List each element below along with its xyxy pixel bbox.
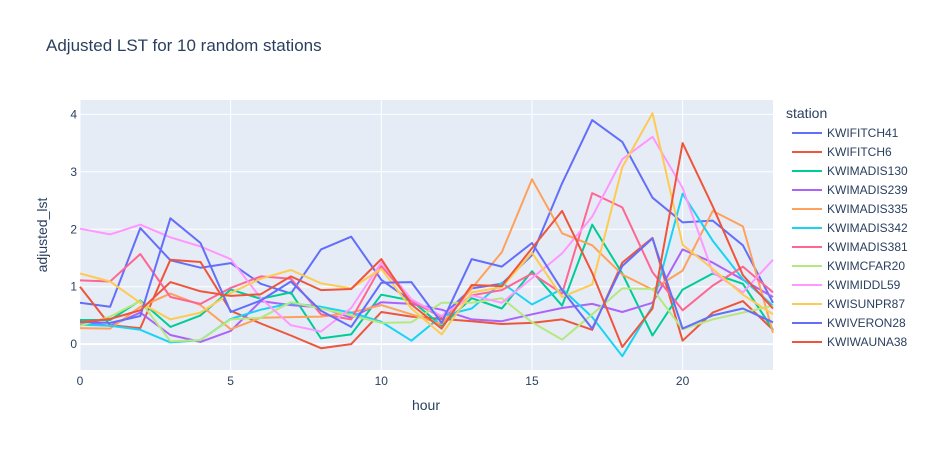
legend-item[interactable]: KWIMADIS335 — [792, 202, 908, 216]
series-line — [79, 217, 774, 330]
legend-item[interactable]: KWIMADIS381 — [792, 240, 908, 254]
legend-label: KWIFITCH41 — [827, 126, 899, 140]
legend-label: KWIWAUNA38 — [827, 335, 908, 349]
series-line — [79, 112, 774, 336]
x-axis-title: hour — [412, 397, 440, 413]
legend-label: KWIMADIS381 — [827, 240, 908, 254]
legend: station KWIFITCH41 KWIFITCH6 KWIMADIS130 KW… — [786, 105, 908, 349]
y-tick-label: 3 — [70, 165, 77, 179]
legend-item[interactable]: KWIMADIS342 — [792, 221, 908, 235]
x-tick-label: 15 — [525, 374, 539, 388]
legend-label: KWISUNPR87 — [827, 297, 905, 311]
x-tick-label: 20 — [676, 374, 690, 388]
y-tick-label: 2 — [70, 222, 77, 236]
legend-label: KWIMADIS239 — [827, 183, 908, 197]
y-tick-label: 4 — [70, 107, 77, 121]
x-axis-ticks: 0 5 10 15 20 — [77, 374, 690, 388]
legend-item[interactable]: KWISUNPR87 — [792, 297, 905, 311]
x-tick-label: 0 — [77, 374, 84, 388]
chart-title: Adjusted LST for 10 random stations — [46, 36, 322, 55]
legend-label: KWIVERON28 — [827, 316, 906, 330]
legend-item[interactable]: KWIMADIS130 — [792, 164, 908, 178]
y-tick-label: 1 — [70, 280, 77, 294]
legend-item[interactable]: KWIMADIS239 — [792, 183, 908, 197]
legend-label: KWIMCFAR20 — [827, 259, 905, 273]
legend-label: KWIMADIS335 — [827, 202, 908, 216]
legend-label: KWIFITCH6 — [827, 145, 892, 159]
legend-item[interactable]: KWIMCFAR20 — [792, 259, 905, 273]
legend-item[interactable]: KWIMIDDL59 — [792, 278, 901, 292]
legend-item[interactable]: KWIFITCH6 — [792, 145, 892, 159]
legend-item[interactable]: KWIWAUNA38 — [792, 335, 908, 349]
legend-label: KWIMIDDL59 — [827, 278, 901, 292]
legend-title: station — [786, 105, 827, 121]
series-line — [79, 135, 774, 333]
legend-item[interactable]: KWIFITCH41 — [792, 126, 899, 140]
y-axis-title: adjusted_lst — [34, 198, 50, 273]
y-tick-label: 0 — [70, 337, 77, 351]
legend-label: KWIMADIS342 — [827, 221, 908, 235]
series-lines — [79, 112, 774, 358]
series-line — [79, 142, 774, 348]
legend-item[interactable]: KWIVERON28 — [792, 316, 906, 330]
x-tick-label: 10 — [375, 374, 389, 388]
y-axis-ticks: 0 1 2 3 4 — [70, 107, 77, 351]
legend-label: KWIMADIS130 — [827, 164, 908, 178]
series-line — [79, 287, 774, 343]
x-tick-label: 5 — [227, 374, 234, 388]
